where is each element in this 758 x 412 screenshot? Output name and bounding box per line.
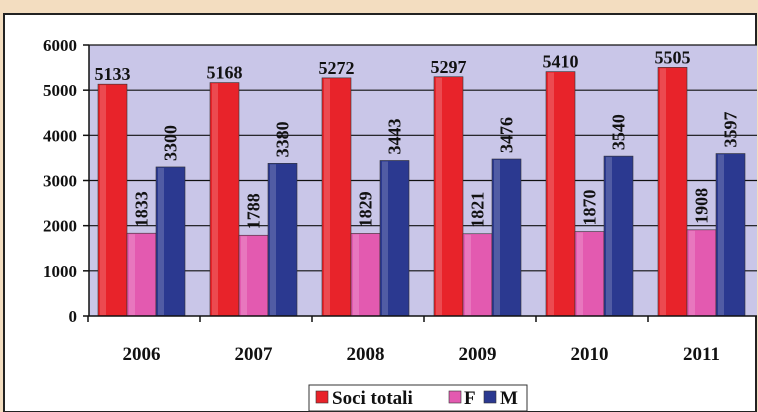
bar [491, 158, 522, 317]
data-label: 1833 [132, 191, 152, 227]
bar [267, 163, 298, 317]
bar [574, 231, 605, 317]
data-label: 5297 [431, 57, 467, 77]
bar-highlight [241, 236, 247, 315]
x-tick-label: 2009 [459, 344, 497, 365]
bar [657, 67, 688, 317]
data-label: 1908 [692, 188, 712, 224]
y-tick-label: 2000 [43, 217, 77, 236]
data-label: 5272 [319, 58, 355, 78]
bar [462, 233, 493, 317]
legend-swatch [448, 390, 462, 404]
legend-swatch [315, 390, 329, 404]
bar [209, 82, 240, 317]
bar-highlight [494, 160, 500, 315]
y-tick-label: 1000 [43, 262, 77, 281]
data-label: 1821 [468, 192, 488, 228]
data-label: 3476 [497, 117, 517, 153]
bar-highlight [660, 68, 666, 315]
data-label: 5410 [543, 52, 579, 72]
data-label: 1829 [356, 191, 376, 227]
x-tick-label: 2010 [571, 344, 609, 365]
bar [545, 71, 576, 317]
data-label: 5505 [655, 47, 691, 67]
y-tick-label: 0 [69, 307, 78, 326]
bar [155, 166, 186, 317]
bar-highlight [577, 232, 583, 315]
bars [97, 67, 746, 317]
data-label: 1870 [580, 190, 600, 226]
x-tick-label: 2008 [347, 344, 385, 365]
legend-label: Soci totali [332, 388, 413, 409]
bar [238, 234, 269, 317]
legend-label: M [500, 388, 518, 409]
y-tick-label: 3000 [43, 172, 77, 191]
data-label: 1788 [244, 193, 264, 229]
bar [433, 76, 464, 317]
bar [603, 155, 634, 317]
bar-highlight [465, 234, 471, 315]
bar-highlight [212, 83, 218, 315]
grid-lines [89, 44, 757, 272]
data-label: 3300 [161, 125, 181, 161]
data-label: 5133 [95, 64, 131, 84]
axes: 0 1000 2000 3000 4000 5000 6000 2006 2007 2008 200… [43, 36, 757, 365]
data-labels: 5133 1833 3300 5168 1788 3380 5272 1829 3443 5297… [95, 47, 741, 229]
y-tick-label: 5000 [43, 81, 77, 100]
data-label: 5168 [207, 63, 243, 83]
bar-highlight [382, 161, 388, 315]
data-label: 3540 [609, 114, 629, 150]
legend-swatch [483, 390, 497, 404]
data-label: 3443 [385, 118, 405, 154]
x-tick-label: 2007 [235, 344, 274, 365]
bar-highlight [436, 77, 442, 315]
bar-highlight [689, 230, 695, 315]
y-tick-label: 6000 [43, 36, 77, 55]
x-tick-label: 2011 [683, 344, 720, 365]
bar [321, 77, 352, 317]
bar-highlight [158, 167, 164, 315]
data-label: 3597 [721, 112, 741, 148]
bar [715, 153, 746, 317]
bar-highlight [324, 78, 330, 315]
y-tick-label: 4000 [43, 126, 77, 145]
x-tick-label: 2006 [123, 344, 161, 365]
legend: Soci totali F M [308, 384, 528, 412]
bar-highlight [548, 72, 554, 315]
bar-highlight [353, 234, 359, 315]
legend-label: F [464, 388, 476, 409]
bar-highlight [718, 154, 724, 315]
bar [97, 83, 128, 317]
bar-highlight [129, 234, 135, 315]
data-label: 3380 [273, 121, 293, 157]
bar-highlight [100, 85, 106, 315]
bar [350, 233, 381, 317]
bar-highlight [606, 157, 612, 315]
bar [379, 160, 410, 317]
bar-highlight [270, 164, 276, 315]
